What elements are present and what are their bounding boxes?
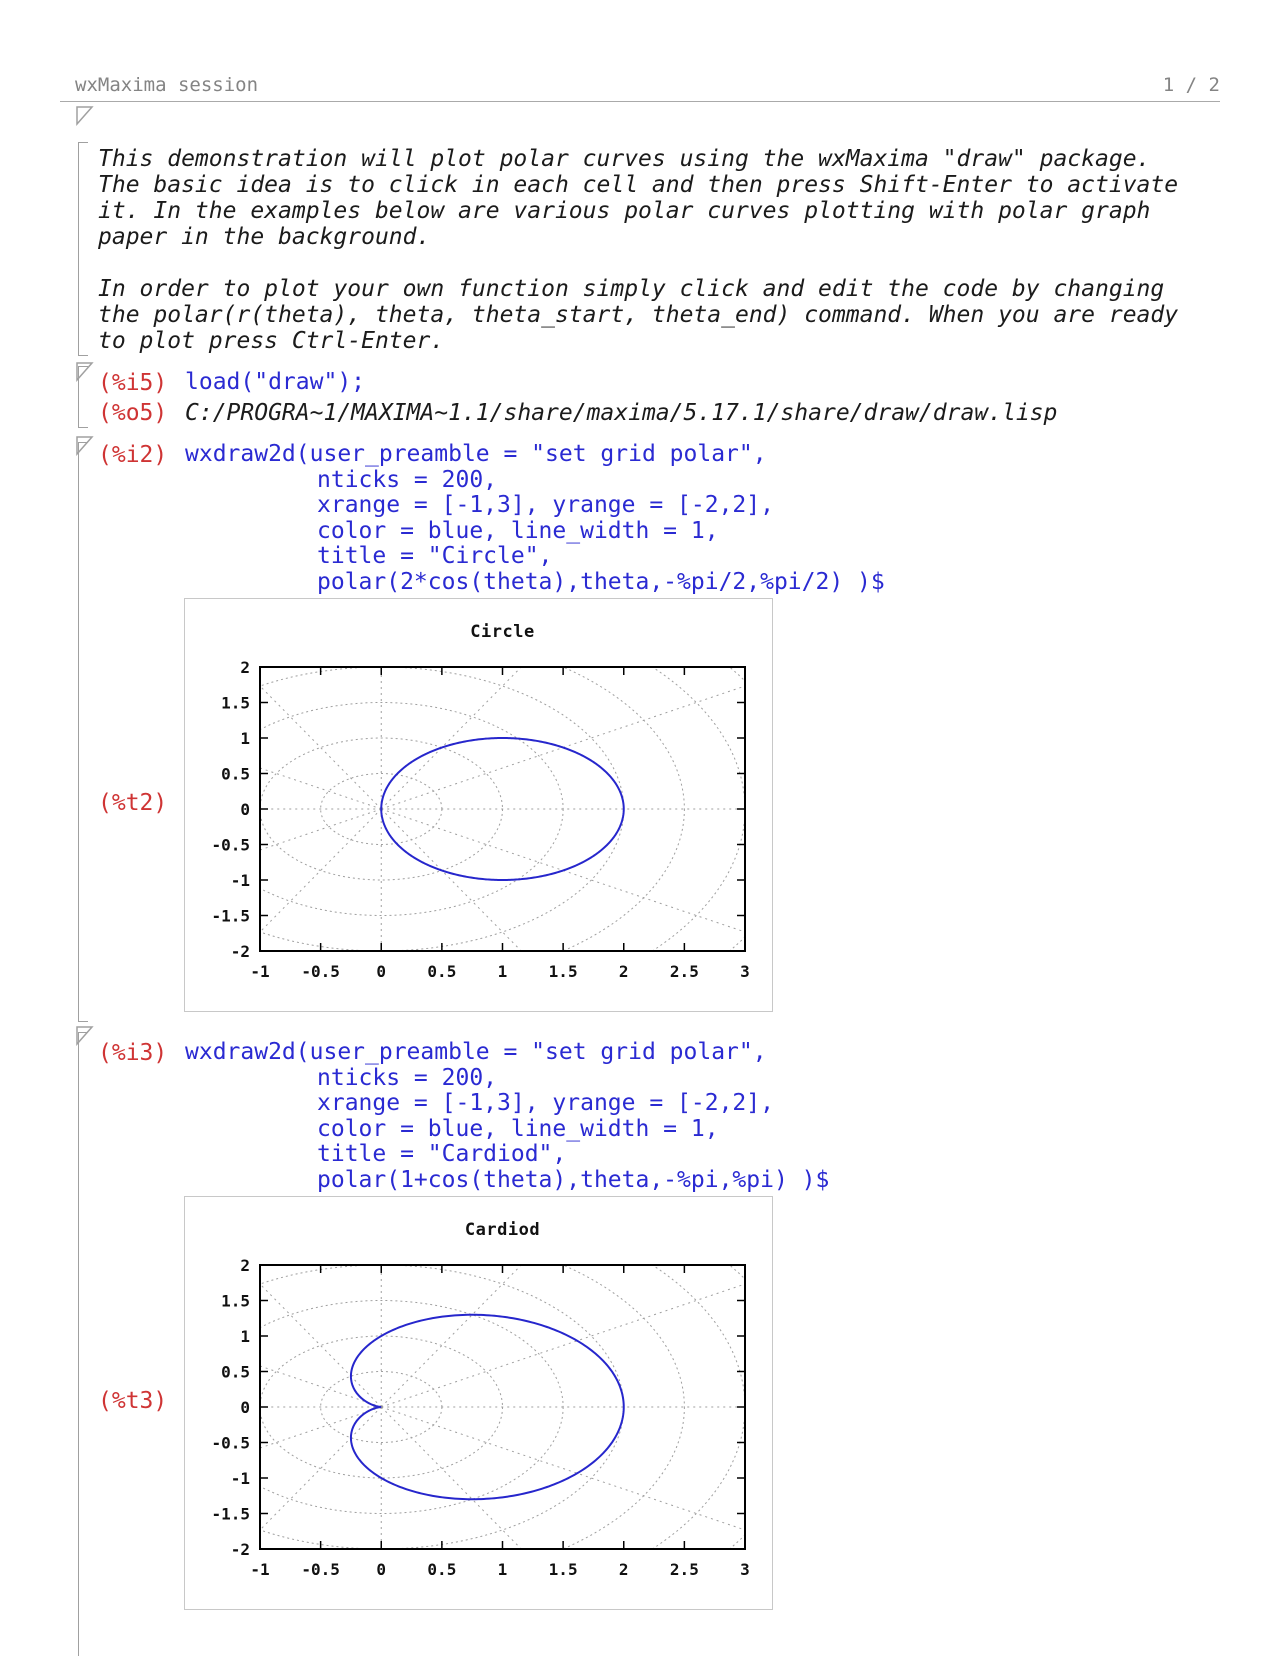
intro-line: paper in the background. <box>98 224 431 250</box>
header-divider <box>60 101 1220 102</box>
svg-text:1.5: 1.5 <box>549 962 578 981</box>
intro-line: The basic idea is to click in each cell … <box>98 172 1179 198</box>
svg-text:Cardiod: Cardiod <box>465 1220 540 1240</box>
code-line: nticks = 200, <box>317 466 498 493</box>
code-line: wxdraw2d(user_preamble = "set grid polar… <box>185 441 767 467</box>
svg-text:3: 3 <box>740 962 750 981</box>
intro-line: to plot press Ctrl-Enter. <box>98 328 445 354</box>
svg-text:0: 0 <box>376 1560 386 1579</box>
code-line: nticks = 200, <box>317 1064 498 1091</box>
svg-text:-0.5: -0.5 <box>211 1434 250 1453</box>
svg-text:3: 3 <box>740 1560 750 1579</box>
intro-line: it. In the examples below are various po… <box>98 198 1151 224</box>
circle-plot-image: -1 -0.5 0 0.5 1 1.5 2 2.5 3 -2 -1.5 -1 -0.5 0 0.5 1 1.5 2… <box>184 598 773 1012</box>
code-line: polar(2*cos(theta),theta,-%pi/2,%pi/2) )… <box>317 568 885 595</box>
svg-text:1: 1 <box>498 1560 508 1579</box>
svg-text:2: 2 <box>619 1560 629 1579</box>
svg-text:0.5: 0.5 <box>221 1363 250 1382</box>
code-line: wxdraw2d(user_preamble = "set grid polar… <box>185 1039 767 1065</box>
cardiod-plot-svg: -1 -0.5 0 0.5 1 1.5 2 2.5 3 -2 -1.5 -1 -0.5 0 0.5 1 1.5 2… <box>211 1220 750 1579</box>
svg-text:1.5: 1.5 <box>221 1292 250 1311</box>
plot-label-t2: (%t2) <box>98 790 168 816</box>
svg-text:0: 0 <box>240 800 250 819</box>
svg-text:-1: -1 <box>231 1469 250 1488</box>
code-cell-i2[interactable]: wxdraw2d(user_preamble = "set grid polar… <box>185 441 885 595</box>
cell-collapse-triangle-icon[interactable] <box>76 436 94 456</box>
svg-text:0: 0 <box>376 962 386 981</box>
code-line: color = blue, line_width = 1, <box>317 1115 719 1142</box>
svg-text:1: 1 <box>498 962 508 981</box>
svg-text:-2: -2 <box>231 1540 250 1559</box>
code-line: load("draw"); <box>185 369 366 395</box>
cell-i5-bracket[interactable] <box>78 366 91 428</box>
svg-text:-0.5: -0.5 <box>301 962 340 981</box>
svg-text:-0.5: -0.5 <box>211 836 250 855</box>
plot-label-t3: (%t3) <box>98 1388 168 1414</box>
code-line: title = "Cardiod", <box>317 1141 567 1167</box>
cell-collapse-triangle-icon[interactable] <box>76 106 94 126</box>
svg-text:-2: -2 <box>231 942 250 961</box>
intro-line: This demonstration will plot polar curve… <box>98 146 1151 172</box>
intro-line: the polar(r(theta), theta, theta_start, … <box>98 302 1179 328</box>
window-title: wxMaxima session <box>75 74 259 96</box>
svg-text:1: 1 <box>240 1327 250 1346</box>
svg-text:-1.5: -1.5 <box>211 1505 250 1524</box>
code-line: polar(1+cos(theta),theta,-%pi,%pi) )$ <box>317 1166 830 1193</box>
svg-text:-1.5: -1.5 <box>211 907 250 926</box>
input-label-i5: (%i5) <box>98 370 168 396</box>
svg-text:0.5: 0.5 <box>427 1560 456 1579</box>
svg-text:0.5: 0.5 <box>221 765 250 784</box>
output-o5: C:/PROGRA~1/MAXIMA~1.1/share/maxima/5.17… <box>185 400 1058 426</box>
svg-text:2.5: 2.5 <box>670 1560 699 1579</box>
svg-text:-1: -1 <box>250 1560 269 1579</box>
cell-i3-bracket[interactable] <box>78 1032 91 1656</box>
text-cell-bracket[interactable] <box>78 142 91 356</box>
intro-paragraph-2[interactable]: In order to plot your own function simpl… <box>98 276 1178 354</box>
svg-text:-0.5: -0.5 <box>301 1560 340 1579</box>
code-line: xrange = [-1,3], yrange = [-2,2], <box>317 1090 774 1116</box>
page-indicator: 1 / 2 <box>1162 74 1220 96</box>
svg-text:1: 1 <box>240 729 250 748</box>
svg-text:2: 2 <box>240 1256 250 1275</box>
circle-plot-svg: -1 -0.5 0 0.5 1 1.5 2 2.5 3 -2 -1.5 -1 -0.5 0 0.5 1 1.5 2… <box>211 622 750 981</box>
svg-text:2: 2 <box>240 658 250 677</box>
cell-collapse-triangle-icon[interactable] <box>76 362 94 382</box>
code-cell-i5[interactable]: load("draw"); <box>185 369 366 396</box>
svg-text:1.5: 1.5 <box>221 694 250 713</box>
intro-paragraph-1[interactable]: This demonstration will plot polar curve… <box>98 146 1178 250</box>
intro-line: In order to plot your own function simpl… <box>98 276 1165 302</box>
cardiod-plot-image: -1 -0.5 0 0.5 1 1.5 2 2.5 3 -2 -1.5 -1 -0.5 0 0.5 1 1.5 2… <box>184 1196 773 1610</box>
svg-text:2.5: 2.5 <box>670 962 699 981</box>
code-line: title = "Circle", <box>317 543 553 569</box>
svg-text:2: 2 <box>619 962 629 981</box>
svg-text:-1: -1 <box>231 871 250 890</box>
cell-i2-bracket[interactable] <box>78 442 91 1022</box>
code-line: xrange = [-1,3], yrange = [-2,2], <box>317 492 774 518</box>
svg-text:0.5: 0.5 <box>427 962 456 981</box>
code-line: color = blue, line_width = 1, <box>317 517 719 544</box>
svg-text:Circle: Circle <box>470 622 534 642</box>
svg-text:-1: -1 <box>250 962 269 981</box>
cell-collapse-triangle-icon[interactable] <box>76 1026 94 1046</box>
code-cell-i3[interactable]: wxdraw2d(user_preamble = "set grid polar… <box>185 1039 830 1193</box>
input-label-i2: (%i2) <box>98 442 168 468</box>
output-label-o5: (%o5) <box>98 400 168 426</box>
input-label-i3: (%i3) <box>98 1040 168 1066</box>
svg-text:0: 0 <box>240 1398 250 1417</box>
svg-text:1.5: 1.5 <box>549 1560 578 1579</box>
